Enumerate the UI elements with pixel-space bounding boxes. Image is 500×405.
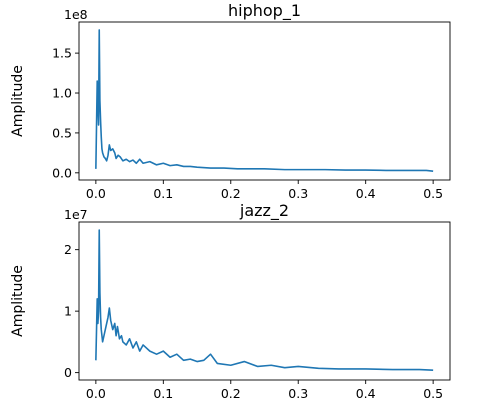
x-tick-label: 0.3 <box>288 186 308 201</box>
x-tick-label: 0.4 <box>356 186 376 201</box>
x-tick-label: 0.2 <box>221 186 241 201</box>
x-tick-label: 0.1 <box>153 386 173 400</box>
x-tick-label: 0.2 <box>221 386 241 400</box>
y-tick-label: 1.5 <box>52 46 72 61</box>
panel-hiphop-1: 0.0 0.1 0.2 0.3 0.4 0.5 0.0 0.5 1.0 1.5 hiphop_1 1e… <box>10 1 451 201</box>
y-tick-label: 0.0 <box>52 165 72 180</box>
y-tick-label: 1.0 <box>52 86 72 101</box>
x-tick-label: 0.1 <box>153 186 173 201</box>
x-tick-label: 0.4 <box>356 386 376 400</box>
x-tick-label: 0.5 <box>423 386 443 400</box>
axes-frame <box>78 221 451 381</box>
y-tick-label: 0 <box>64 365 72 380</box>
y-tick-label: 1 <box>64 304 72 319</box>
x-tick-label: 0.3 <box>288 386 308 400</box>
y-tick-label: 2 <box>64 242 72 257</box>
panel-jazz-2: 0.0 0.1 0.2 0.3 0.4 0.5 0 1 2 jazz_2 1e7 Amplitude <box>10 201 451 401</box>
chart-title: jazz_2 <box>239 201 289 221</box>
x-tick-label: 0.0 <box>86 386 106 400</box>
x-tick-label: 0.0 <box>86 186 106 201</box>
y-offset-label: 1e7 <box>64 207 88 222</box>
x-tick-label: 0.5 <box>423 186 443 201</box>
series-line <box>95 229 434 371</box>
axes-frame <box>78 21 451 181</box>
y-offset-label: 1e8 <box>64 7 88 22</box>
y-tick-label: 0.5 <box>52 125 72 140</box>
chart-title: hiphop_1 <box>228 1 301 21</box>
y-axis-label: Amplitude <box>10 65 26 137</box>
series-line <box>95 29 434 173</box>
y-axis-label: Amplitude <box>10 265 26 337</box>
